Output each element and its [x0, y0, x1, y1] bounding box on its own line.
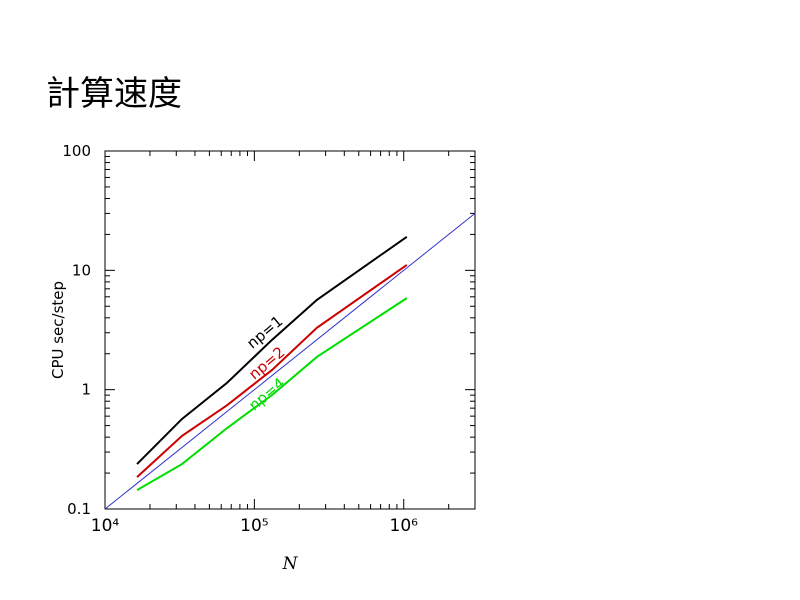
y-tick-label: 1: [81, 381, 91, 399]
x-tick-label: 10⁴: [91, 516, 120, 536]
series-line: [136, 235, 408, 465]
series-line: [136, 264, 408, 478]
y-tick-label: 10: [72, 261, 91, 279]
x-tick-label: 10⁶: [390, 516, 419, 536]
y-axis-label: CPU sec/step: [49, 281, 67, 379]
x-tick-label: 10⁵: [240, 516, 268, 536]
y-tick-label: 100: [62, 142, 91, 160]
reference-line: [104, 213, 476, 510]
plot-frame: [104, 150, 476, 510]
x-axis-label: N: [282, 554, 299, 574]
slide-title: 計算速度: [46, 74, 182, 114]
y-tick-label: 0.1: [67, 500, 91, 518]
series-line: [136, 297, 408, 491]
